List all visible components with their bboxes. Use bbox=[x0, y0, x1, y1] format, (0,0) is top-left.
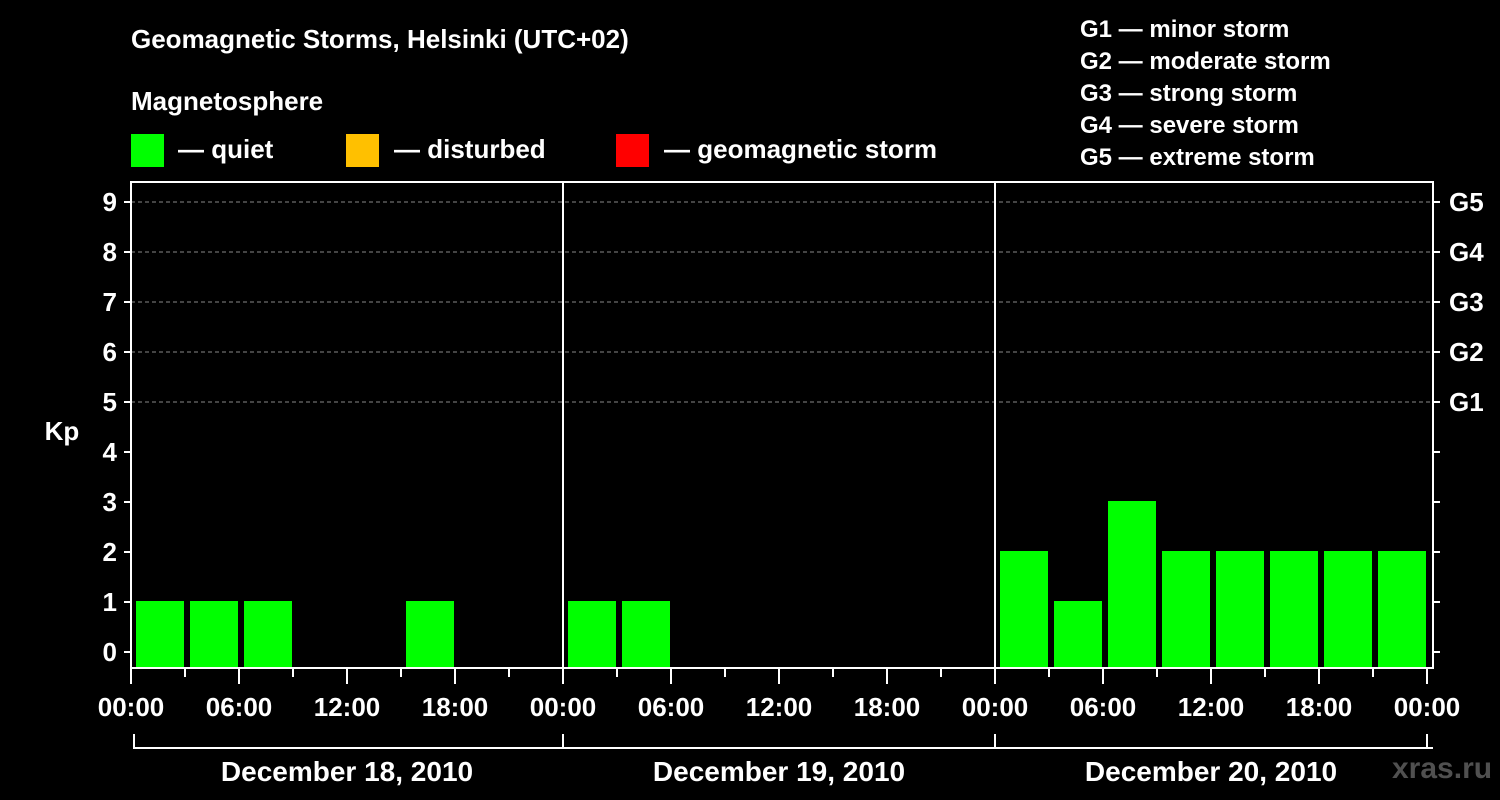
x-tick-label: 06:00 bbox=[1070, 692, 1137, 722]
x-tick-label: 12:00 bbox=[314, 692, 381, 722]
legend-swatch-quiet bbox=[131, 134, 164, 167]
y-tick-label: 1 bbox=[103, 587, 117, 617]
kp-bar bbox=[1216, 551, 1264, 668]
y-tick-label: 2 bbox=[103, 537, 117, 567]
legend-swatch-storm bbox=[616, 134, 649, 167]
x-tick-label: 18:00 bbox=[854, 692, 921, 722]
x-tick-label: 00:00 bbox=[1394, 692, 1461, 722]
y-tick-label: 7 bbox=[103, 287, 117, 317]
legend-swatch-disturbed bbox=[346, 134, 379, 167]
kp-bar bbox=[568, 601, 616, 668]
day-label: December 18, 2010 bbox=[221, 756, 473, 787]
x-tick-label: 06:00 bbox=[638, 692, 705, 722]
page-title: Geomagnetic Storms, Helsinki (UTC+02) bbox=[131, 24, 629, 54]
kp-bar bbox=[406, 601, 454, 668]
y-tick-label: 9 bbox=[103, 187, 117, 217]
legend-label-storm: — geomagnetic storm bbox=[664, 134, 938, 164]
legend-label-quiet: — quiet bbox=[178, 134, 274, 164]
kp-bar bbox=[1000, 551, 1048, 668]
x-tick-label: 18:00 bbox=[422, 692, 489, 722]
kp-bar bbox=[136, 601, 184, 668]
storm-scale-g3: G3 — strong storm bbox=[1080, 80, 1298, 107]
x-tick-label: 06:00 bbox=[206, 692, 273, 722]
kp-bar bbox=[1054, 601, 1102, 668]
storm-scale-g1: G1 — minor storm bbox=[1080, 16, 1290, 43]
g-level-label: G4 bbox=[1449, 237, 1484, 267]
kp-bar bbox=[1378, 551, 1426, 668]
g-level-label: G1 bbox=[1449, 387, 1484, 417]
day-label: December 19, 2010 bbox=[653, 756, 905, 787]
x-tick-label: 12:00 bbox=[746, 692, 813, 722]
legend-label-disturbed: — disturbed bbox=[394, 134, 546, 164]
y-tick-label: 8 bbox=[103, 237, 117, 267]
x-tick-label: 18:00 bbox=[1286, 692, 1353, 722]
kp-bar bbox=[1162, 551, 1210, 668]
kp-bar bbox=[190, 601, 238, 668]
watermark: xras.ru bbox=[1392, 752, 1493, 785]
g-level-label: G2 bbox=[1449, 337, 1484, 367]
storm-scale-g5: G5 — extreme storm bbox=[1080, 144, 1315, 171]
x-tick-label: 12:00 bbox=[1178, 692, 1245, 722]
storm-scale-g2: G2 — moderate storm bbox=[1080, 48, 1331, 75]
y-tick-label: 4 bbox=[103, 437, 118, 467]
x-tick-label: 00:00 bbox=[962, 692, 1029, 722]
x-tick-label: 00:00 bbox=[98, 692, 165, 722]
y-axis-label: Kp bbox=[45, 416, 80, 446]
magnetosphere-heading: Magnetosphere bbox=[131, 86, 324, 116]
g-level-label: G3 bbox=[1449, 287, 1484, 317]
y-tick-label: 3 bbox=[103, 487, 117, 517]
y-tick-label: 5 bbox=[103, 387, 117, 417]
kp-bar bbox=[1108, 501, 1156, 668]
storm-scale-g4: G4 — severe storm bbox=[1080, 112, 1299, 139]
plot-frame bbox=[130, 181, 1434, 669]
g-level-label: G5 bbox=[1449, 187, 1484, 217]
kp-bar bbox=[1270, 551, 1318, 668]
x-tick-label: 00:00 bbox=[530, 692, 597, 722]
kp-bar bbox=[244, 601, 292, 668]
day-label: December 20, 2010 bbox=[1085, 756, 1337, 787]
kp-bar bbox=[622, 601, 670, 668]
y-tick-label: 6 bbox=[103, 337, 117, 367]
y-tick-label: 0 bbox=[103, 637, 117, 667]
kp-bar bbox=[1324, 551, 1372, 668]
